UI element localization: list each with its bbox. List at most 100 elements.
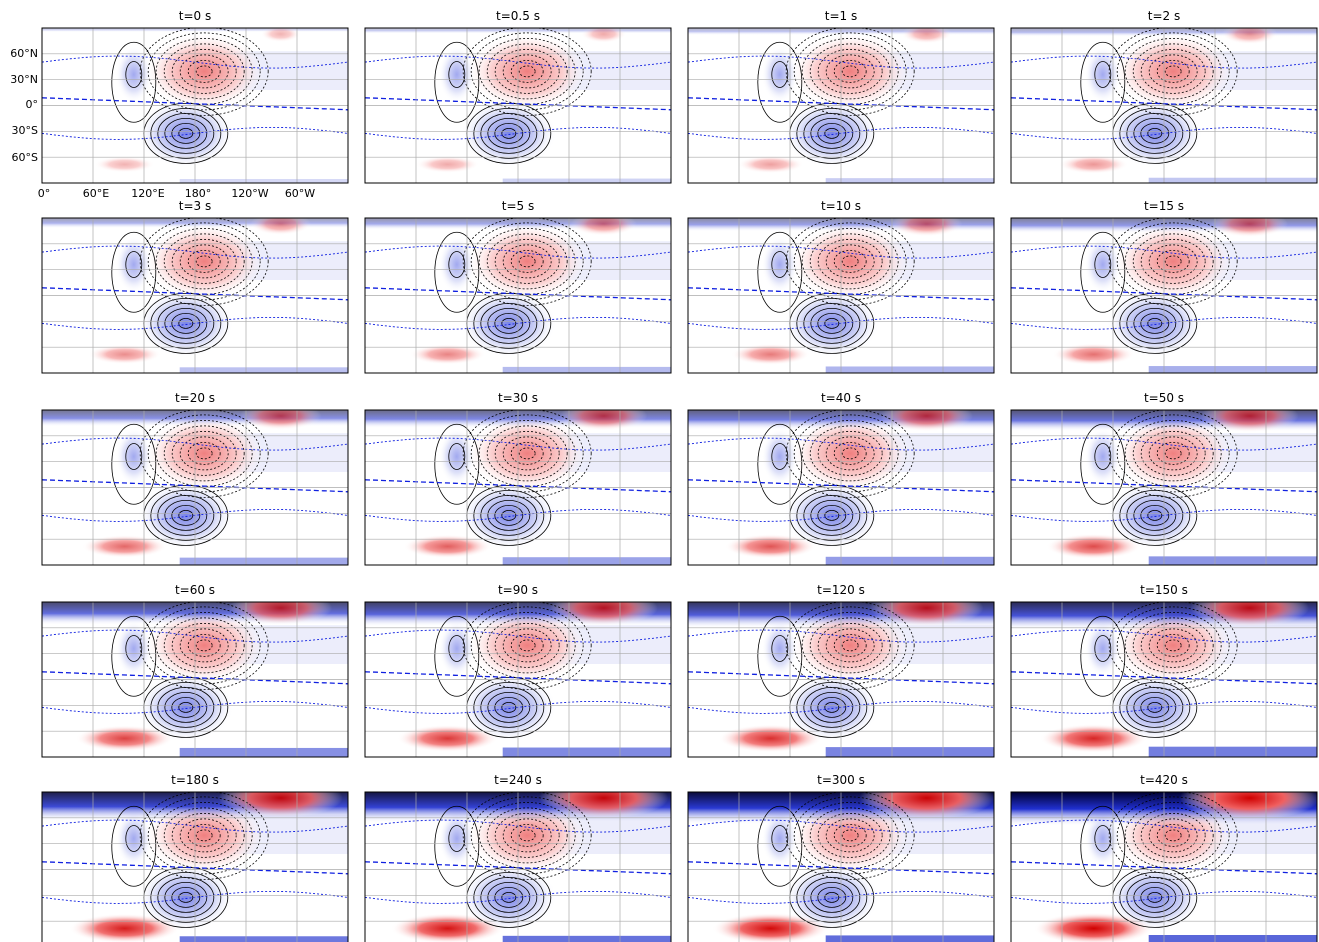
contour-solid — [1133, 882, 1177, 913]
contour-dashed — [147, 606, 261, 685]
contour-dashed — [518, 639, 536, 652]
contour-dashed — [1140, 238, 1206, 284]
contour-dashed — [187, 824, 221, 847]
contour-dashed — [494, 813, 560, 858]
contour-dashed — [502, 244, 552, 279]
panel-frame — [41, 791, 349, 942]
blue-low — [460, 99, 557, 168]
contour-solid — [494, 312, 524, 334]
contour-solid — [803, 495, 861, 536]
panel-title: t=30 s — [498, 391, 538, 405]
contour-dashed — [518, 447, 536, 460]
contour-solid — [824, 317, 840, 329]
panel-frame — [687, 409, 995, 566]
panel-title: t=5 s — [502, 199, 534, 213]
bottom-red — [712, 912, 830, 942]
contour-dashed — [1116, 222, 1230, 301]
contour-solid — [171, 122, 201, 144]
contour-dashed — [1164, 65, 1182, 78]
top-red — [229, 602, 333, 625]
panel-frame — [687, 217, 995, 374]
contour-dashed — [510, 634, 544, 657]
contour-dashed — [171, 623, 237, 668]
contour-solid — [803, 112, 861, 154]
contour-dashed — [1108, 28, 1238, 116]
contour-solid — [178, 702, 194, 713]
panel-frame — [364, 601, 672, 758]
contour-solid — [434, 423, 480, 505]
contour-solid — [1119, 682, 1191, 733]
contour-dashed — [1132, 43, 1214, 100]
top-red — [260, 28, 301, 42]
contour-solid — [487, 307, 531, 339]
contour-solid — [164, 882, 208, 913]
top-red — [901, 28, 952, 44]
contour-dashed — [462, 792, 592, 880]
contour-solid — [810, 117, 854, 149]
contour-solid — [473, 490, 545, 541]
top-red — [1200, 410, 1299, 433]
blue-low — [460, 289, 557, 358]
contour-dashed — [470, 222, 584, 301]
contour-solid — [501, 127, 517, 139]
contour-solid — [178, 892, 194, 903]
panel-frame — [687, 791, 995, 942]
contour-solid — [1133, 117, 1177, 149]
contour-solid — [1133, 692, 1177, 723]
blue-low-small — [761, 810, 798, 867]
contour-dashed — [1140, 813, 1206, 858]
blue-low — [460, 673, 557, 742]
contour-solid — [448, 825, 466, 852]
panel-title: t=90 s — [498, 583, 538, 597]
contour-solid — [1147, 510, 1163, 521]
bottom-red — [416, 155, 480, 173]
bottom-blue — [1148, 935, 1317, 942]
panel-title: t=300 s — [817, 773, 865, 787]
contour-solid — [803, 302, 861, 344]
contour-solid — [1147, 317, 1163, 329]
contour-dashed — [1132, 233, 1214, 290]
blue-low — [783, 481, 880, 550]
panel-title: t=1 s — [825, 9, 857, 23]
panel-frame — [1010, 409, 1318, 566]
contour-solid — [824, 510, 840, 521]
contour-solid — [1140, 887, 1170, 908]
bottom-red — [397, 724, 499, 752]
contour-dashed — [841, 639, 859, 652]
contour-dashed — [510, 249, 544, 273]
bottom-blue — [179, 936, 348, 942]
contour-solid — [501, 892, 517, 903]
blue-low-small — [1084, 236, 1121, 293]
contour-solid — [1140, 697, 1170, 718]
contour-dashed — [163, 43, 245, 100]
contour-dashed — [1116, 32, 1230, 111]
contour-solid — [1094, 635, 1112, 662]
contour-solid — [1126, 112, 1184, 154]
panel-title: t=180 s — [171, 773, 219, 787]
map-panel — [42, 602, 348, 757]
contour-dashed — [195, 65, 213, 78]
bottom-blue — [825, 935, 994, 942]
blue-low — [1106, 289, 1203, 358]
lat-label: 30°N — [10, 73, 38, 86]
contour-dashed — [1164, 447, 1182, 460]
map-panel — [365, 792, 671, 942]
contour-dashed — [1140, 49, 1206, 94]
top-red — [1190, 602, 1310, 628]
contour-dashed — [163, 617, 245, 674]
contour-dashed — [1148, 54, 1198, 89]
contour-solid — [448, 635, 466, 662]
contour-dashed — [1132, 425, 1214, 482]
bottom-red — [1039, 724, 1148, 753]
bottom-red — [390, 913, 505, 942]
bottom-blue — [825, 366, 994, 373]
bottom-red — [1058, 155, 1129, 174]
blue-low-small — [438, 428, 475, 485]
contour-solid — [1119, 297, 1191, 349]
contour-dashed — [171, 238, 237, 284]
blue-low-small — [438, 46, 475, 103]
panel-title: t=150 s — [1140, 583, 1188, 597]
contour-dashed — [171, 49, 237, 94]
contour-dashed — [510, 824, 544, 847]
